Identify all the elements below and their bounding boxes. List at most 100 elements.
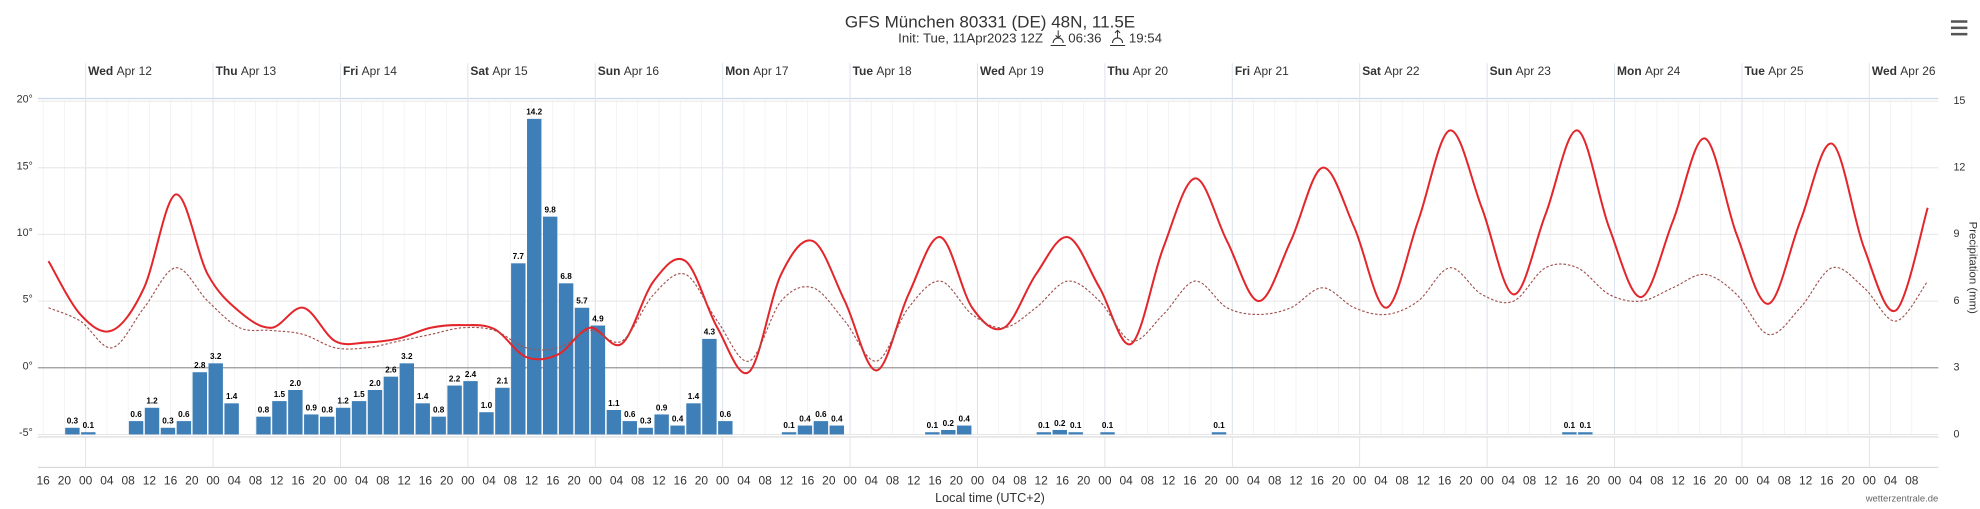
precip-bar: [495, 387, 510, 435]
precip-bar: [781, 432, 797, 435]
precip-label: 2.6: [385, 366, 397, 375]
precip-label: 0.1: [1102, 421, 1114, 430]
sunset-icon: [1109, 29, 1126, 47]
menu-button[interactable]: [1950, 20, 1968, 36]
day-label: Sat Apr 22: [1362, 64, 1420, 78]
x-tick-label: 20: [1077, 473, 1091, 487]
day-date: Apr 20: [1133, 64, 1169, 78]
day-label: Thu Apr 20: [1107, 64, 1168, 78]
y-tick-label: 5°: [23, 294, 33, 306]
x-tick-label: 00: [79, 473, 93, 487]
x-tick-label: 16: [37, 473, 51, 487]
precip-label: 4.9: [592, 314, 604, 323]
day-weekday: Wed: [88, 64, 113, 78]
precip-label: 5.7: [576, 297, 588, 306]
x-tick-label: 00: [1608, 473, 1622, 487]
x-tick-label: 04: [992, 473, 1006, 487]
precip-label: 3.2: [401, 352, 413, 361]
day-date: Apr 26: [1900, 64, 1936, 78]
y-tick-label: 20°: [17, 94, 33, 106]
precip-label: 0.3: [162, 417, 174, 426]
precip-bar: [272, 401, 287, 435]
day-date: Apr 14: [362, 64, 398, 78]
y-tick-label: 15°: [17, 160, 33, 172]
x-tick-label: 00: [1098, 473, 1112, 487]
x-tick-label: 20: [440, 473, 454, 487]
x-tick-label: 12: [397, 473, 411, 487]
day-weekday: Sun: [1490, 64, 1513, 78]
precip-bar: [558, 283, 574, 435]
precip-bar: [256, 416, 271, 435]
day-date: Apr 22: [1384, 64, 1420, 78]
precip-bar: [797, 425, 813, 435]
x-tick-label: 08: [631, 473, 645, 487]
precip-bar: [383, 376, 399, 435]
x-tick-label: 20: [1204, 473, 1218, 487]
x-tick-label: 08: [249, 473, 263, 487]
precip-label: 0.6: [178, 410, 190, 419]
precip-label: 0.8: [433, 406, 445, 415]
x-tick-label: 12: [143, 473, 157, 487]
x-tick-label: 12: [270, 473, 284, 487]
x-tick-label: 04: [865, 473, 879, 487]
x-tick-label: 00: [461, 473, 475, 487]
precip-bar: [224, 403, 239, 435]
day-weekday: Sat: [470, 64, 489, 78]
x-tick-label: 20: [567, 473, 581, 487]
x-tick-label: 00: [971, 473, 985, 487]
precip-bar: [574, 307, 590, 435]
x-tick-label: 12: [1799, 473, 1813, 487]
precip-label: 3.2: [210, 352, 222, 361]
precip-bar: [81, 432, 96, 435]
day-date: Apr 24: [1645, 64, 1681, 78]
precip-label: 2.0: [369, 379, 381, 388]
day-label: Wed Apr 19: [980, 64, 1044, 78]
precip-bar: [415, 403, 430, 435]
precip-bar: [288, 389, 303, 435]
credit: wetterzentrale.de: [1865, 493, 1939, 504]
x-tick-label: 16: [801, 473, 815, 487]
x-tick-label: 04: [1247, 473, 1261, 487]
x-tick-label: 08: [1650, 473, 1664, 487]
precip-bar: [606, 409, 622, 435]
precip-label: 0.6: [815, 410, 827, 419]
x-tick-label: 00: [1735, 473, 1749, 487]
precip-bar: [208, 363, 223, 435]
precip-label: 2.1: [497, 377, 509, 386]
day-date: Apr 17: [753, 64, 789, 78]
y2-tick-label: 6: [1953, 295, 1959, 307]
precip-label: 0.1: [1564, 421, 1576, 430]
x-tick-label: 00: [716, 473, 730, 487]
chart-subtitle: Init: Tue, 11Apr2023 12Z: [898, 31, 1043, 46]
x-axis-title: Local time (UTC+2): [935, 491, 1045, 505]
precip-bar: [128, 421, 144, 435]
x-tick-label: 08: [1268, 473, 1282, 487]
precip-label: 1.4: [688, 392, 700, 401]
day-weekday: Mon: [725, 64, 750, 78]
x-tick-label: 08: [376, 473, 390, 487]
x-tick-label: 12: [1417, 473, 1431, 487]
day-label: Fri Apr 21: [1235, 64, 1289, 78]
precip-bar: [1100, 432, 1115, 435]
x-tick-label: 16: [1565, 473, 1579, 487]
x-tick-label: 00: [206, 473, 220, 487]
precip-bar: [527, 118, 542, 435]
precip-bar: [702, 338, 717, 435]
precip-bar: [925, 432, 940, 435]
x-tick-label: 12: [907, 473, 921, 487]
x-tick-label: 20: [58, 473, 72, 487]
x-tick-label: 12: [780, 473, 794, 487]
x-tick-label: 16: [1693, 473, 1707, 487]
day-weekday: Wed: [1872, 64, 1897, 78]
precip-bar: [335, 407, 351, 435]
x-tick-label: 00: [1226, 473, 1240, 487]
precip-label: 1.2: [146, 397, 158, 406]
precip-label: 9.8: [544, 206, 556, 215]
x-tick-label: 16: [1820, 473, 1834, 487]
day-label: Sun Apr 16: [598, 64, 660, 78]
precip-label: 0.1: [783, 421, 795, 430]
precip-label: 0.4: [799, 414, 811, 423]
x-tick-label: 16: [674, 473, 688, 487]
day-label: Tue Apr 18: [853, 64, 912, 78]
